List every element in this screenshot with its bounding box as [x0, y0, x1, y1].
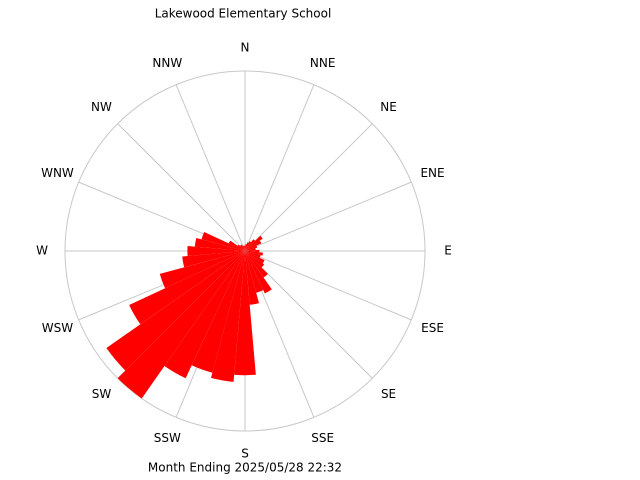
direction-label: NE	[380, 100, 397, 114]
wind-wedge	[201, 231, 245, 251]
wind-wedge	[245, 235, 263, 251]
direction-label: E	[444, 244, 452, 258]
spoke	[117, 123, 246, 252]
wind-wedge	[191, 251, 245, 373]
direction-label: SSW	[154, 431, 181, 445]
spoke	[244, 250, 412, 321]
spoke	[175, 84, 246, 252]
wind-wedge	[245, 251, 265, 268]
chart-subtitle: Month Ending 2025/05/28 22:32	[148, 461, 342, 475]
wind-wedge	[234, 251, 256, 376]
direction-label: ENE	[420, 166, 444, 180]
wind-wedge	[245, 251, 259, 305]
wind-wedge	[245, 251, 268, 278]
direction-label: WSW	[42, 321, 73, 335]
direction-label: NNW	[152, 56, 182, 70]
direction-label: S	[241, 447, 249, 461]
direction-label: SE	[381, 387, 396, 401]
direction-label: WNW	[41, 166, 74, 180]
wind-wedge	[129, 251, 245, 325]
spoke	[244, 84, 315, 252]
wind-wedge	[117, 251, 245, 399]
wind-wedge	[164, 251, 245, 379]
wind-wedge	[182, 251, 245, 268]
spoke	[244, 123, 373, 252]
wind-wedge	[245, 251, 261, 258]
wind-wedge	[106, 251, 245, 371]
wind-wedge	[245, 243, 247, 251]
direction-label: ESE	[421, 321, 444, 335]
wind-wedge	[245, 240, 262, 251]
wind-wedge	[194, 237, 245, 251]
direction-label: NNE	[310, 56, 336, 70]
wind-wedge	[245, 241, 252, 251]
chart-title: Lakewood Elementary School	[155, 7, 332, 21]
wind-wedge	[245, 239, 256, 251]
direction-label: SSE	[311, 431, 334, 445]
wind-wedge	[242, 245, 245, 251]
direction-label: N	[241, 41, 250, 55]
direction-label: SW	[92, 387, 112, 401]
wind-wedge	[240, 244, 245, 251]
wind-wedge	[210, 251, 245, 382]
wind-wedge	[243, 245, 245, 251]
wind-wedge	[245, 251, 265, 264]
spoke	[244, 181, 412, 252]
wind-wedge	[245, 251, 264, 293]
wind-wedge	[228, 240, 245, 251]
wind-wedge	[244, 245, 246, 251]
wind-wedge	[245, 251, 263, 256]
wind-wedge	[245, 242, 249, 251]
wind-wedge	[245, 248, 256, 251]
wind-wedge	[237, 244, 245, 251]
wind-wedge	[159, 251, 245, 289]
direction-label: W	[36, 244, 48, 258]
wind-wedge	[187, 245, 245, 257]
wind-wedge	[245, 249, 260, 253]
wind-wedge	[245, 245, 258, 251]
wind-wedge	[245, 251, 272, 294]
wind-wedge	[239, 245, 245, 251]
direction-label: NW	[91, 100, 112, 114]
